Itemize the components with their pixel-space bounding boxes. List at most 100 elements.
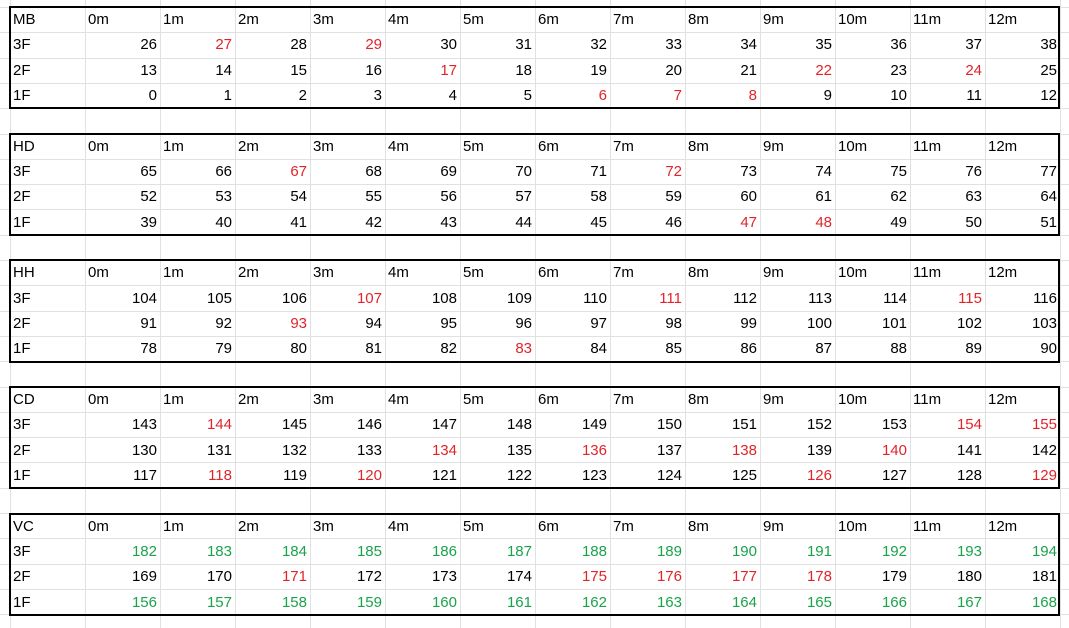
value-cell[interactable]: 127 — [881, 467, 907, 484]
value-cell[interactable]: 134 — [431, 441, 457, 459]
month-header-cell[interactable]: 2m — [238, 517, 259, 535]
value-cell[interactable]: 11 — [966, 86, 982, 104]
value-cell[interactable]: 132 — [281, 441, 307, 459]
value-cell[interactable]: 183 — [206, 543, 232, 561]
value-cell[interactable]: 172 — [356, 568, 382, 586]
value-cell[interactable]: 137 — [656, 441, 682, 459]
floor-label-cell[interactable]: 2F — [13, 61, 31, 79]
value-cell[interactable]: 59 — [665, 188, 682, 206]
value-cell[interactable]: 125 — [731, 467, 757, 484]
value-cell[interactable]: 51 — [1040, 213, 1057, 231]
value-cell[interactable]: 94 — [365, 315, 382, 332]
value-cell[interactable]: 76 — [965, 163, 982, 180]
value-cell[interactable]: 108 — [431, 289, 457, 307]
floor-label-cell[interactable]: 3F — [13, 416, 31, 434]
block-name-cell[interactable]: VC — [13, 517, 34, 535]
floor-label-cell[interactable]: 2F — [13, 188, 31, 206]
month-header-cell[interactable]: 9m — [763, 264, 784, 282]
value-cell[interactable]: 82 — [440, 340, 457, 358]
value-cell[interactable]: 165 — [806, 593, 832, 611]
month-header-cell[interactable]: 4m — [388, 391, 409, 409]
month-header-cell[interactable]: 10m — [838, 391, 868, 409]
month-header-cell[interactable]: 1m — [163, 391, 184, 409]
month-header-cell[interactable]: 1m — [163, 517, 184, 535]
month-header-cell[interactable]: 8m — [688, 517, 709, 535]
value-cell[interactable]: 116 — [1033, 289, 1057, 307]
value-cell[interactable]: 135 — [506, 441, 532, 459]
block-name-cell[interactable]: MB — [13, 11, 36, 28]
value-cell[interactable]: 54 — [290, 188, 307, 206]
value-cell[interactable]: 164 — [731, 593, 757, 611]
value-cell[interactable]: 157 — [206, 593, 232, 611]
month-header-cell[interactable]: 9m — [763, 517, 784, 535]
value-cell[interactable]: 140 — [881, 441, 907, 459]
month-header-cell[interactable]: 7m — [613, 517, 634, 535]
value-cell[interactable]: 191 — [806, 543, 832, 561]
month-header-cell[interactable]: 12m — [988, 517, 1018, 535]
month-header-cell[interactable]: 9m — [763, 391, 784, 409]
value-cell[interactable]: 91 — [140, 315, 157, 332]
value-cell[interactable]: 81 — [365, 340, 382, 358]
block-name-cell[interactable]: HD — [13, 137, 35, 155]
value-cell[interactable]: 89 — [965, 340, 982, 358]
value-cell[interactable]: 10 — [890, 86, 907, 104]
value-cell[interactable]: 44 — [515, 213, 532, 231]
value-cell[interactable]: 104 — [131, 289, 157, 307]
floor-label-cell[interactable]: 3F — [13, 543, 31, 561]
value-cell[interactable]: 118 — [208, 467, 232, 484]
month-header-cell[interactable]: 0m — [88, 391, 109, 409]
value-cell[interactable]: 184 — [281, 543, 307, 561]
floor-label-cell[interactable]: 1F — [13, 340, 31, 358]
value-cell[interactable]: 151 — [731, 416, 757, 434]
value-cell[interactable]: 190 — [731, 543, 757, 561]
value-cell[interactable]: 37 — [965, 36, 982, 54]
value-cell[interactable]: 20 — [665, 61, 682, 79]
month-header-cell[interactable]: 2m — [238, 391, 259, 409]
value-cell[interactable]: 70 — [515, 163, 532, 180]
value-cell[interactable]: 96 — [515, 315, 532, 332]
value-cell[interactable]: 39 — [140, 213, 157, 231]
value-cell[interactable]: 84 — [590, 340, 607, 358]
value-cell[interactable]: 48 — [815, 213, 832, 231]
value-cell[interactable]: 119 — [283, 467, 307, 484]
floor-label-cell[interactable]: 1F — [13, 86, 31, 104]
month-header-cell[interactable]: 11m — [913, 137, 942, 155]
floor-label-cell[interactable]: 1F — [13, 593, 31, 611]
value-cell[interactable]: 52 — [140, 188, 157, 206]
value-cell[interactable]: 185 — [356, 543, 382, 561]
value-cell[interactable]: 62 — [890, 188, 907, 206]
value-cell[interactable]: 30 — [440, 36, 457, 54]
value-cell[interactable]: 182 — [131, 543, 157, 561]
month-header-cell[interactable]: 10m — [838, 264, 868, 282]
value-cell[interactable]: 168 — [1031, 593, 1057, 611]
floor-label-cell[interactable]: 1F — [13, 467, 31, 484]
month-header-cell[interactable]: 3m — [313, 11, 334, 28]
value-cell[interactable]: 18 — [515, 61, 532, 79]
value-cell[interactable]: 72 — [665, 163, 682, 180]
value-cell[interactable]: 166 — [881, 593, 907, 611]
value-cell[interactable]: 26 — [140, 36, 157, 54]
value-cell[interactable]: 150 — [656, 416, 682, 434]
value-cell[interactable]: 83 — [515, 340, 532, 358]
value-cell[interactable]: 43 — [440, 213, 457, 231]
value-cell[interactable]: 45 — [590, 213, 607, 231]
value-cell[interactable]: 4 — [448, 86, 457, 104]
month-header-cell[interactable]: 0m — [88, 264, 109, 282]
value-cell[interactable]: 77 — [1040, 163, 1057, 180]
value-cell[interactable]: 144 — [206, 416, 232, 434]
value-cell[interactable]: 193 — [956, 543, 982, 561]
month-header-cell[interactable]: 5m — [463, 391, 484, 409]
value-cell[interactable]: 50 — [965, 213, 982, 231]
month-header-cell[interactable]: 9m — [763, 137, 784, 155]
value-cell[interactable]: 46 — [665, 213, 682, 231]
value-cell[interactable]: 194 — [1031, 543, 1057, 561]
value-cell[interactable]: 69 — [440, 163, 457, 180]
month-header-cell[interactable]: 5m — [463, 264, 484, 282]
value-cell[interactable]: 90 — [1040, 340, 1057, 358]
value-cell[interactable]: 74 — [815, 163, 832, 180]
value-cell[interactable]: 67 — [290, 163, 307, 180]
value-cell[interactable]: 9 — [823, 86, 832, 104]
value-cell[interactable]: 55 — [365, 188, 382, 206]
value-cell[interactable]: 35 — [815, 36, 832, 54]
month-header-cell[interactable]: 3m — [313, 264, 334, 282]
